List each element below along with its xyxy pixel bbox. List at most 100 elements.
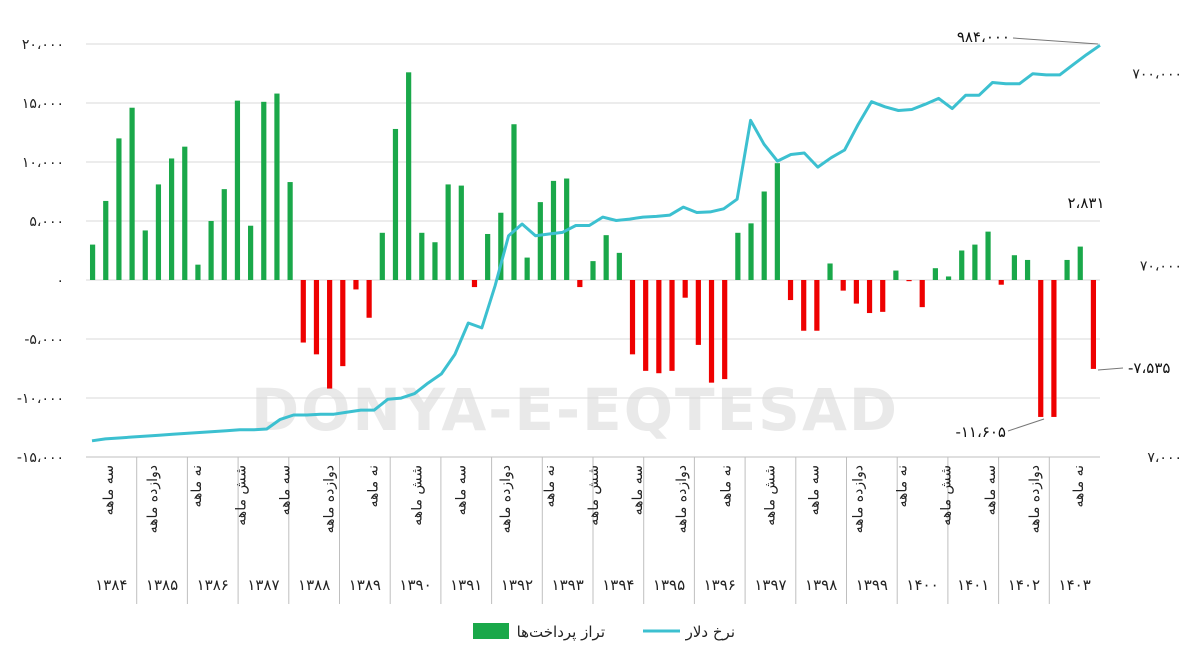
category-label: دوازده ماهه bbox=[321, 465, 337, 533]
year-label: ۱۳۹۰ bbox=[399, 576, 431, 594]
bar bbox=[208, 221, 214, 280]
bar bbox=[248, 225, 254, 280]
right-tick-label: ۷۰۰،۰۰۰ bbox=[1132, 67, 1182, 83]
bar bbox=[959, 250, 965, 280]
category-label: نه ماهه bbox=[718, 465, 734, 508]
left-tick-label: -۱۰،۰۰۰ bbox=[17, 391, 64, 407]
bar bbox=[471, 280, 478, 288]
category-label: شش ماهه bbox=[233, 465, 249, 526]
bar bbox=[392, 128, 399, 280]
category-label: نه ماهه bbox=[189, 465, 205, 508]
bar bbox=[129, 107, 135, 280]
bar bbox=[458, 185, 464, 280]
category-label: دوازده ماهه bbox=[674, 465, 690, 533]
category-label: نه ماهه bbox=[542, 465, 558, 508]
year-label: ۱۳۹۱ bbox=[450, 576, 482, 594]
year-label: ۱۳۹۵ bbox=[653, 576, 685, 594]
bar bbox=[1064, 259, 1070, 280]
bar bbox=[103, 200, 109, 280]
left-tick-label: ۰ bbox=[56, 273, 64, 289]
bar bbox=[748, 223, 754, 280]
bar bbox=[182, 146, 188, 280]
bar bbox=[945, 276, 952, 280]
bar bbox=[195, 264, 201, 280]
bar bbox=[327, 280, 333, 389]
bar bbox=[629, 280, 636, 355]
bar bbox=[972, 244, 978, 280]
bar-series bbox=[89, 72, 1097, 417]
left-tick-label: ۱۵،۰۰۰ bbox=[22, 96, 64, 112]
year-label: ۱۳۹۴ bbox=[602, 576, 634, 594]
bar bbox=[906, 280, 912, 282]
left-tick-label: ۵،۰۰۰ bbox=[29, 214, 64, 230]
bar bbox=[89, 244, 96, 280]
bar bbox=[866, 280, 873, 314]
bar bbox=[1077, 246, 1083, 280]
year-label: ۱۴۰۲ bbox=[1008, 576, 1040, 594]
category-label: دوازده ماهه bbox=[498, 465, 514, 533]
bar bbox=[498, 212, 504, 280]
bar bbox=[590, 261, 596, 280]
bar bbox=[234, 100, 241, 280]
bar bbox=[168, 158, 175, 280]
bar bbox=[366, 280, 372, 318]
year-label: ۱۳۸۷ bbox=[247, 576, 279, 594]
bar bbox=[801, 280, 807, 331]
bar bbox=[432, 242, 438, 280]
bar bbox=[761, 191, 767, 280]
bar bbox=[1090, 280, 1097, 369]
annotation-last-positive: ۲،۸۳۱ bbox=[1067, 194, 1104, 212]
bar bbox=[353, 280, 359, 290]
bar bbox=[313, 280, 320, 355]
bar bbox=[919, 280, 925, 308]
category-label: سه ماهه bbox=[101, 465, 117, 515]
legend-label-balance: تراز پرداخت‌ها bbox=[517, 623, 605, 642]
bar bbox=[221, 189, 227, 280]
right-axis-ticks: ۷۰۰،۰۰۰ ۷۰،۰۰۰ ۷،۰۰۰ bbox=[1132, 67, 1182, 466]
bar bbox=[445, 184, 451, 280]
annotation-leader bbox=[1007, 418, 1045, 432]
annotation-leader bbox=[1012, 37, 1099, 45]
bar bbox=[735, 232, 741, 280]
year-label: ۱۳۹۷ bbox=[754, 576, 786, 594]
bar bbox=[722, 280, 728, 380]
bar bbox=[261, 101, 267, 280]
bar bbox=[840, 280, 846, 291]
bar bbox=[1011, 255, 1018, 280]
bar bbox=[985, 231, 991, 280]
year-label: ۱۴۰۱ bbox=[957, 576, 989, 594]
right-tick-label: ۷،۰۰۰ bbox=[1147, 450, 1182, 466]
category-label: شش ماهه bbox=[762, 465, 778, 526]
bar bbox=[774, 163, 780, 280]
year-label: ۱۴۰۳ bbox=[1059, 576, 1091, 594]
bar bbox=[300, 280, 306, 343]
year-label: ۱۴۰۰ bbox=[906, 576, 938, 594]
bar bbox=[853, 280, 859, 304]
bar bbox=[511, 124, 517, 281]
bar bbox=[550, 180, 557, 280]
bar bbox=[669, 280, 675, 371]
category-label: سه ماهه bbox=[806, 465, 822, 515]
legend-label-dollar: نرخ دلار bbox=[685, 623, 735, 641]
category-label: سه ماهه bbox=[277, 465, 293, 515]
bar bbox=[616, 252, 622, 280]
bar bbox=[880, 280, 886, 312]
bar bbox=[287, 182, 293, 280]
bar bbox=[814, 280, 820, 331]
year-label: ۱۳۹۸ bbox=[805, 576, 837, 594]
category-label: نه ماهه bbox=[366, 465, 382, 508]
annotation-leader bbox=[1097, 367, 1124, 371]
year-label: ۱۳۹۲ bbox=[501, 576, 533, 594]
category-label: نه ماهه bbox=[1071, 465, 1087, 508]
year-label: ۱۳۸۴ bbox=[95, 576, 127, 594]
bar bbox=[340, 280, 346, 367]
right-tick-label: ۷۰،۰۰۰ bbox=[1140, 258, 1182, 274]
category-label: شش ماهه bbox=[939, 465, 955, 526]
bar bbox=[1051, 280, 1057, 417]
left-axis-ticks: ۲۰،۰۰۰ ۱۵،۰۰۰ ۱۰،۰۰۰ ۵،۰۰۰ ۰ -۵،۰۰۰ -۱۰،۰۰۰ -۱۵… bbox=[17, 37, 64, 466]
category-label: دوازده ماهه bbox=[1027, 465, 1043, 533]
x-axis: ۱۳۸۴ ۱۳۸۵ ۱۳۸۶ ۱۳۸۷ ۱۳۸۸ ۱۳۸۹ ۱۳۹۰ ۱۳۹۱ ۱۳۹۲ ۱۳۹۳… bbox=[86, 456, 1100, 604]
bar bbox=[406, 72, 412, 280]
category-label: سه ماهه bbox=[630, 465, 646, 515]
